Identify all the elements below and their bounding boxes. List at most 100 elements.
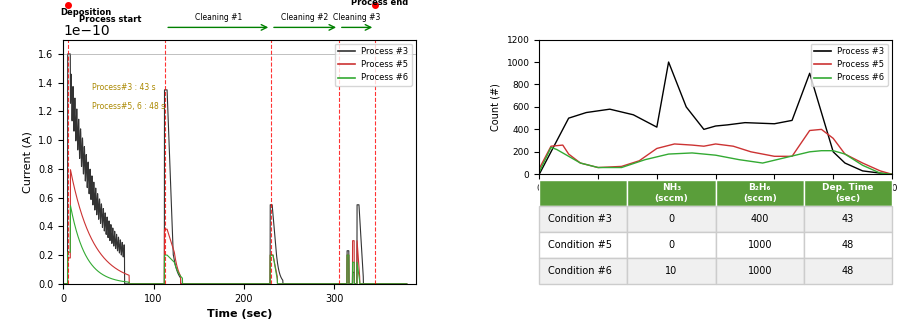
Process #5	[216, 282, 227, 286]
Process #3	[392, 282, 403, 286]
Process #6	[551, 148, 562, 151]
Text: Cleaning #1: Cleaning #1	[195, 13, 241, 22]
Process #5	[329, 282, 340, 286]
Process #5	[710, 142, 721, 146]
Process #6	[392, 282, 403, 286]
Process #6	[616, 166, 627, 170]
Line: Process #6: Process #6	[540, 147, 892, 174]
Process #3	[546, 150, 557, 154]
Process #6	[828, 149, 839, 153]
Line: Process #6: Process #6	[63, 206, 406, 284]
Process #3	[216, 282, 227, 286]
Process #5	[593, 166, 604, 170]
Process #3	[722, 123, 733, 127]
Process #6	[65, 204, 76, 208]
Legend: Process #3, Process #5, Process #6: Process #3, Process #5, Process #6	[334, 44, 412, 86]
Process #6	[733, 158, 744, 162]
Process #3	[62, 52, 73, 56]
Process #5	[225, 282, 236, 286]
Process #6	[710, 153, 721, 157]
Process #5	[65, 168, 76, 172]
Process #3	[787, 118, 797, 122]
Text: Process#5, 6 : 48 s: Process#5, 6 : 48 s	[92, 102, 165, 111]
Process #6	[329, 282, 340, 286]
Process #3	[391, 282, 402, 286]
Process #5	[887, 172, 897, 176]
Process #3	[840, 161, 851, 165]
Process #6	[840, 152, 851, 156]
Text: Process start: Process start	[79, 15, 141, 24]
Process #3	[401, 282, 412, 286]
Process #3	[828, 150, 839, 154]
Process #5	[687, 143, 697, 147]
Process #5	[816, 127, 827, 131]
Process #5	[546, 144, 557, 148]
Process #5	[787, 154, 797, 158]
Text: Process end: Process end	[351, 0, 408, 7]
Process #5	[616, 164, 627, 168]
Process #6	[663, 152, 674, 156]
Process #3	[663, 60, 674, 64]
Process #5	[58, 282, 68, 286]
Process #6	[216, 282, 227, 286]
Process #6	[887, 172, 897, 176]
Process #6	[546, 145, 557, 149]
Process #5	[745, 150, 756, 154]
Process #6	[391, 282, 402, 286]
Process #3	[563, 116, 574, 120]
Process #6	[816, 149, 827, 153]
Process #6	[805, 150, 815, 154]
Process #5	[728, 144, 739, 148]
Process #3	[534, 172, 545, 176]
Process #5	[840, 152, 851, 156]
Line: Process #5: Process #5	[63, 170, 406, 284]
Process #3	[605, 107, 615, 111]
Process #3	[681, 105, 692, 109]
Process #6	[857, 163, 868, 167]
Process #5	[575, 161, 586, 165]
Process #6	[757, 161, 768, 165]
Process #5	[563, 152, 574, 156]
Process #5	[401, 282, 412, 286]
Process #6	[401, 282, 412, 286]
Process #3	[857, 169, 868, 173]
Process #3	[769, 122, 780, 126]
Process #6	[534, 170, 545, 174]
Text: Cleaning #2: Cleaning #2	[281, 13, 329, 22]
Process #5	[392, 282, 403, 286]
Process #5	[651, 147, 662, 150]
Process #3	[805, 71, 815, 75]
Process #3	[698, 127, 709, 131]
Process #5	[76, 210, 86, 214]
Process #6	[575, 161, 586, 165]
Process #3	[887, 172, 897, 176]
Process #5	[698, 144, 709, 148]
Process #5	[828, 136, 839, 140]
Process #6	[687, 151, 697, 155]
Process #6	[781, 155, 792, 159]
Process #6	[563, 154, 574, 158]
Process #5	[875, 169, 886, 173]
Process #3	[628, 113, 639, 117]
Process #3	[58, 282, 68, 286]
Process #3	[875, 171, 886, 175]
Process #3	[651, 125, 662, 129]
Text: Process#3 : 43 s: Process#3 : 43 s	[92, 83, 156, 92]
Process #5	[669, 142, 680, 146]
Process #5	[857, 161, 868, 165]
Process #5	[769, 154, 780, 158]
Y-axis label: Current (A): Current (A)	[23, 131, 32, 193]
Process #5	[534, 167, 545, 171]
Line: Process #5: Process #5	[540, 129, 892, 174]
Legend: Process #3, Process #5, Process #6: Process #3, Process #5, Process #6	[811, 44, 887, 86]
Process #3	[76, 131, 86, 135]
Process #6	[76, 242, 86, 246]
Process #6	[640, 158, 651, 162]
Process #3	[740, 121, 751, 125]
Text: Cleaning #3: Cleaning #3	[333, 13, 381, 22]
Process #6	[225, 282, 236, 286]
X-axis label: Time (sec): Time (sec)	[687, 199, 744, 209]
Process #6	[593, 166, 604, 170]
Process #3	[581, 111, 592, 115]
Text: Deposition: Deposition	[60, 8, 112, 17]
